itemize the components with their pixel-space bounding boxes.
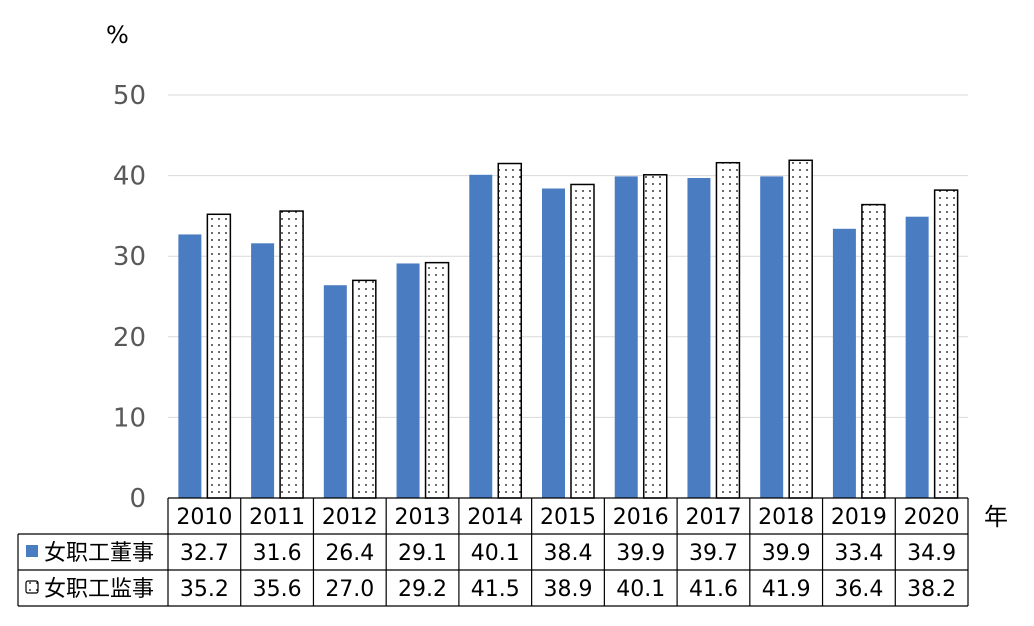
y-tick-label: 10 xyxy=(113,403,146,433)
bar-series-2 xyxy=(570,183,595,499)
y-tick-label: 50 xyxy=(113,81,146,111)
x-tick-label: 2010 xyxy=(176,505,232,530)
x-tick-label: 2015 xyxy=(540,505,596,530)
data-label: 32.7 xyxy=(180,541,229,566)
bar-series-1 xyxy=(760,176,784,498)
data-label: 29.2 xyxy=(398,577,447,602)
data-label: 36.4 xyxy=(834,577,883,602)
x-tick-label: 2020 xyxy=(904,505,960,530)
data-label: 41.6 xyxy=(689,577,738,602)
x-tick-label: 2012 xyxy=(322,505,378,530)
x-tick-label: 2016 xyxy=(613,505,669,530)
y-tick-label: 0 xyxy=(129,484,146,514)
data-label: 40.1 xyxy=(471,541,520,566)
bar-series-1 xyxy=(396,263,420,498)
x-axis-unit: 年 xyxy=(984,503,1008,531)
bar-series-1 xyxy=(687,178,711,498)
data-label: 31.6 xyxy=(253,541,302,566)
data-label: 41.5 xyxy=(471,577,520,602)
x-tick-label: 2011 xyxy=(249,505,305,530)
bar-series-2 xyxy=(788,159,813,499)
bar-series-2 xyxy=(933,189,959,499)
bar-series-1 xyxy=(905,216,929,498)
data-label: 38.4 xyxy=(544,541,593,566)
y-tick-label: 20 xyxy=(113,323,146,353)
legend-label: 女职工董事 xyxy=(44,541,154,566)
bar-series-2 xyxy=(352,279,377,499)
x-tick-label: 2019 xyxy=(831,505,887,530)
data-label: 35.6 xyxy=(253,577,302,602)
x-tick-label: 2017 xyxy=(685,505,741,530)
data-label: 29.1 xyxy=(398,541,447,566)
legend-key xyxy=(25,580,39,594)
data-label: 34.9 xyxy=(907,541,956,566)
bar-series-1 xyxy=(251,243,275,498)
data-label: 39.7 xyxy=(689,541,738,566)
data-label: 39.9 xyxy=(616,541,665,566)
x-tick-label: 2013 xyxy=(395,505,451,530)
bar-series-2 xyxy=(861,203,886,499)
data-label: 26.4 xyxy=(325,541,374,566)
bar-series-1 xyxy=(178,234,202,499)
y-tick-label: 40 xyxy=(113,162,146,192)
x-tick-label: 2014 xyxy=(467,505,523,530)
bar-series-1 xyxy=(469,174,493,498)
legend-label: 女职工监事 xyxy=(44,577,154,602)
data-label: 40.1 xyxy=(616,577,665,602)
legend-key xyxy=(26,545,38,557)
bar-series-2 xyxy=(642,174,668,499)
bar-series-2 xyxy=(206,213,232,499)
bar-series-2 xyxy=(715,161,741,499)
data-label: 39.9 xyxy=(762,541,811,566)
bar-series-1 xyxy=(832,228,856,498)
bar-series-1 xyxy=(323,285,347,498)
data-label: 33.4 xyxy=(834,541,883,566)
bar-series-1 xyxy=(614,176,638,498)
data-label: 38.2 xyxy=(907,577,956,602)
data-label: 27.0 xyxy=(325,577,374,602)
data-label: 38.9 xyxy=(544,577,593,602)
bar-series-2 xyxy=(497,162,523,499)
data-label: 35.2 xyxy=(180,577,229,602)
bar-series-2 xyxy=(424,261,450,499)
x-tick-label: 2018 xyxy=(758,505,814,530)
data-label: 41.9 xyxy=(762,577,811,602)
bar-series-1 xyxy=(542,188,565,498)
y-axis-unit: % xyxy=(106,21,129,49)
bar-series-2 xyxy=(279,210,304,499)
y-tick-label: 30 xyxy=(113,242,146,272)
